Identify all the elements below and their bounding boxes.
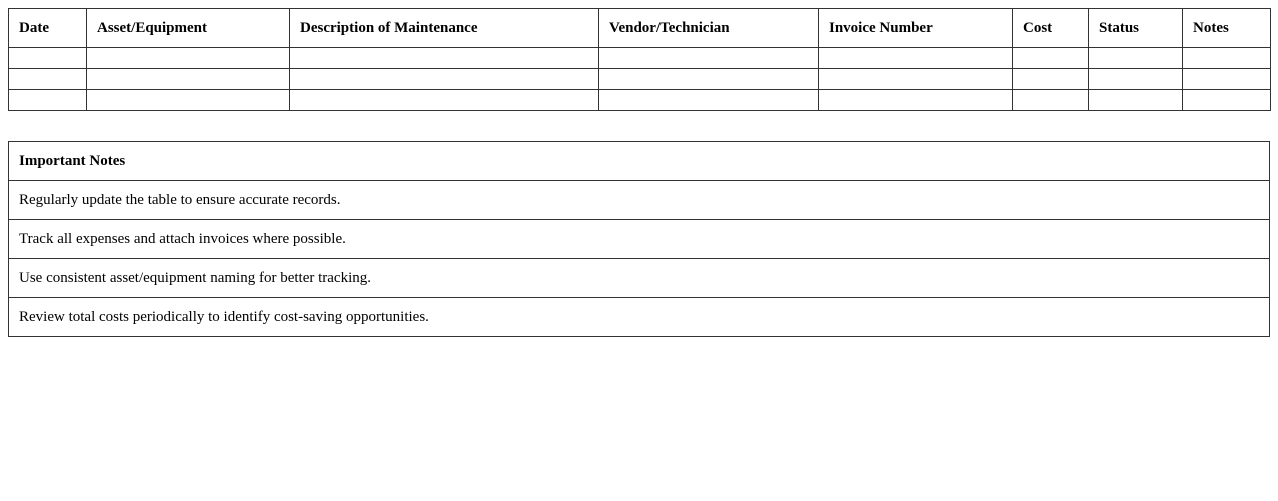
note-row: Review total costs periodically to ident… xyxy=(8,297,1270,337)
notes-header-row: Important Notes xyxy=(8,141,1270,181)
table-cell[interactable] xyxy=(1088,68,1183,90)
table-cell[interactable] xyxy=(1182,47,1271,69)
table-cell[interactable] xyxy=(8,89,87,111)
table-cell[interactable] xyxy=(818,68,1013,90)
column-header-invoice: Invoice Number xyxy=(818,8,1013,48)
table-cell[interactable] xyxy=(1088,47,1183,69)
notes-title: Important Notes xyxy=(8,141,1270,181)
table-cell[interactable] xyxy=(1012,68,1089,90)
note-row: Use consistent asset/equipment naming fo… xyxy=(8,258,1270,298)
note-item: Track all expenses and attach invoices w… xyxy=(8,219,1270,259)
table-cell[interactable] xyxy=(86,47,290,69)
note-item: Use consistent asset/equipment naming fo… xyxy=(8,258,1270,298)
header-row: Date Asset/Equipment Description of Main… xyxy=(8,8,1271,48)
table-row xyxy=(8,89,1271,111)
table-cell[interactable] xyxy=(598,47,819,69)
table-cell[interactable] xyxy=(8,47,87,69)
table-cell[interactable] xyxy=(1182,89,1271,111)
important-notes-table: Important Notes Regularly update the tab… xyxy=(8,141,1270,337)
maintenance-log-table: Date Asset/Equipment Description of Main… xyxy=(8,8,1271,111)
table-cell[interactable] xyxy=(1088,89,1183,111)
table-cell[interactable] xyxy=(86,68,290,90)
column-header-cost: Cost xyxy=(1012,8,1089,48)
table-row xyxy=(8,47,1271,69)
column-header-asset: Asset/Equipment xyxy=(86,8,290,48)
note-item: Regularly update the table to ensure acc… xyxy=(8,180,1270,220)
table-cell[interactable] xyxy=(1012,47,1089,69)
table-cell[interactable] xyxy=(598,68,819,90)
column-header-vendor: Vendor/Technician xyxy=(598,8,819,48)
table-cell[interactable] xyxy=(818,47,1013,69)
table-cell[interactable] xyxy=(1182,68,1271,90)
note-item: Review total costs periodically to ident… xyxy=(8,297,1270,337)
note-row: Regularly update the table to ensure acc… xyxy=(8,180,1270,220)
table-cell[interactable] xyxy=(1012,89,1089,111)
note-row: Track all expenses and attach invoices w… xyxy=(8,219,1270,259)
table-cell[interactable] xyxy=(598,89,819,111)
column-header-notes: Notes xyxy=(1182,8,1271,48)
table-cell[interactable] xyxy=(289,89,599,111)
column-header-description: Description of Maintenance xyxy=(289,8,599,48)
table-row xyxy=(8,68,1271,90)
table-cell[interactable] xyxy=(86,89,290,111)
table-cell[interactable] xyxy=(818,89,1013,111)
table-cell[interactable] xyxy=(289,68,599,90)
column-header-status: Status xyxy=(1088,8,1183,48)
column-header-date: Date xyxy=(8,8,87,48)
table-cell[interactable] xyxy=(289,47,599,69)
table-cell[interactable] xyxy=(8,68,87,90)
